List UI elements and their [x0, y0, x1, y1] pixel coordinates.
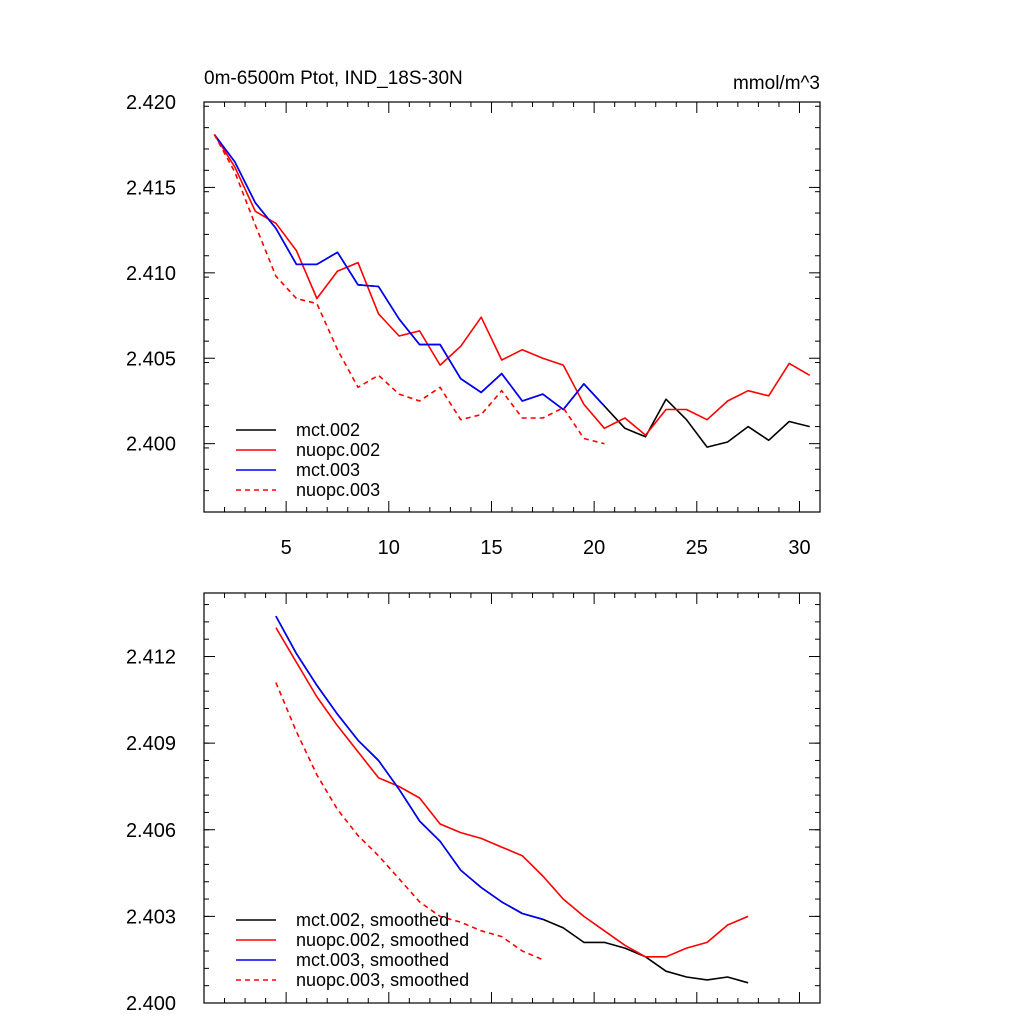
y-tick-label: 2.420: [126, 92, 176, 114]
x-tick-label: 20: [583, 537, 605, 559]
series-lines-top: [213, 134, 811, 448]
legend-label: mct.003, smoothed: [296, 950, 449, 970]
series-line-nuopc-002-smoothed: [275, 627, 749, 958]
y-tick-label: 2.406: [126, 820, 176, 842]
y-tick-label: 2.415: [126, 177, 176, 199]
x-tick-label: 5: [281, 537, 292, 559]
series-line-nuopc-003: [213, 134, 605, 445]
x-tick-label: 25: [686, 537, 708, 559]
series-line-mct-003-smoothed: [275, 615, 544, 921]
legend-label: nuopc.003: [296, 480, 380, 500]
bottom-panel: 2.400 2.403 2.406 2.409 2.412 mct.002, smoot…: [126, 592, 821, 1015]
y-tick-label: 2.400: [126, 434, 176, 456]
top-panel: 0m-6500m Ptot, IND_18S-30N mmol/m^3 5 10 1…: [126, 68, 821, 559]
legend-label: nuopc.002: [296, 440, 380, 460]
series-line-nuopc-002: [213, 134, 811, 436]
legend-label: mct.003: [296, 460, 360, 480]
x-tick-label: 15: [480, 537, 502, 559]
legend-label: mct.002: [296, 420, 360, 440]
series-line-mct-003: [213, 134, 605, 411]
x-tick-label: 30: [788, 537, 810, 559]
series-line-mct-002: [213, 134, 810, 448]
units-label: mmol/m^3: [733, 73, 820, 94]
y-tick-label: 2.400: [126, 993, 176, 1015]
y-tick-label: 2.409: [126, 733, 176, 755]
y-tick-label: 2.403: [126, 906, 176, 928]
series-lines-bottom: [275, 615, 749, 984]
series-line-nuopc-003-smoothed: [275, 682, 544, 961]
legend-label: nuopc.003, smoothed: [296, 970, 469, 990]
y-tick-label: 2.405: [126, 348, 176, 370]
y-tick-label: 2.412: [126, 647, 176, 669]
chart-title: 0m-6500m Ptot, IND_18S-30N: [204, 68, 463, 89]
x-tick-label: 10: [378, 537, 400, 559]
axis-ticks-bottom: 2.400 2.403 2.406 2.409 2.412: [126, 593, 821, 1015]
axis-ticks-top: 5 10 15 20 25 30 2.400 2.405 2.410 2.415 2.420: [126, 92, 821, 559]
legend-label: mct.002, smoothed: [296, 910, 449, 930]
y-tick-label: 2.410: [126, 263, 176, 285]
legend-label: nuopc.002, smoothed: [296, 930, 469, 950]
